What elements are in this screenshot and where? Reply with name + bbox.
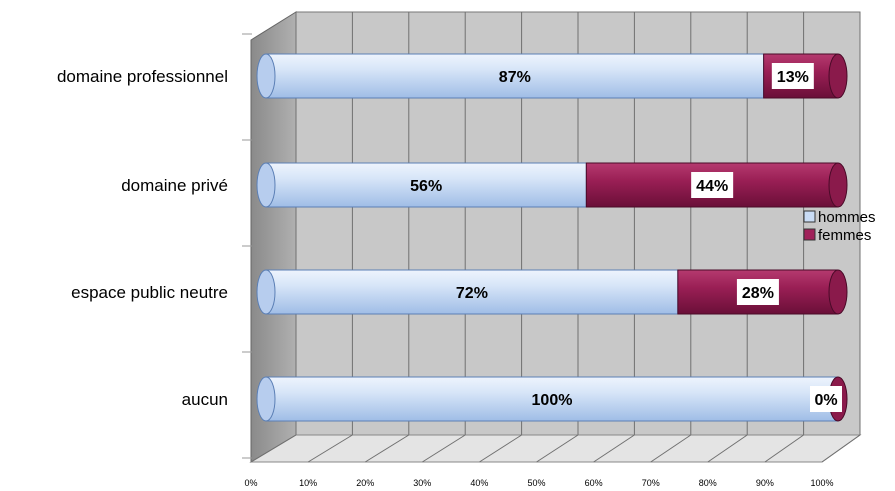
legend-swatch-femmes <box>803 228 816 241</box>
bar-segment-hommes <box>265 269 679 315</box>
bar-segment-hommes <box>265 376 839 422</box>
floor-gridline <box>593 434 635 463</box>
x-tick-label: 20% <box>356 478 374 488</box>
bar-segment-hommes <box>265 162 587 208</box>
data-label-hommes: 72% <box>456 285 488 302</box>
floor <box>249 434 862 463</box>
floor-gridline <box>536 434 579 463</box>
bar-end-cap <box>828 53 848 99</box>
category-label: domaine privé <box>121 176 228 195</box>
x-tick-label: 30% <box>413 478 431 488</box>
bar-end-cap <box>828 269 848 315</box>
x-tick-label: 70% <box>642 478 660 488</box>
floor-gridline <box>364 434 410 463</box>
data-label-box <box>771 63 814 89</box>
x-tick-label: 50% <box>527 478 545 488</box>
x-tick-label: 40% <box>470 478 488 488</box>
data-label-femmes: 0% <box>814 392 837 409</box>
data-label-box <box>810 386 842 412</box>
x-tick-label: 90% <box>756 478 774 488</box>
floor-gridline <box>821 434 861 463</box>
bar-segment-hommes <box>265 53 765 99</box>
x-tick-label: 0% <box>244 478 257 488</box>
category-label: espace public neutre <box>71 283 228 302</box>
bar-end-cap <box>828 162 848 208</box>
floor-gridline <box>764 434 804 463</box>
category-label: domaine professionnel <box>57 67 228 86</box>
data-label-hommes: 100% <box>532 392 573 409</box>
labels: 0% 10% 20% 30% 40% 50% 60% 70% 80% 90% 100% domaine… <box>57 63 842 488</box>
floor-gridline <box>650 434 692 463</box>
data-label-femmes: 13% <box>777 69 809 86</box>
bar-start-cap <box>256 53 276 99</box>
data-label-hommes: 87% <box>499 69 531 86</box>
bar-start-cap <box>256 162 276 208</box>
legend-label-hommes: hommes <box>818 209 876 226</box>
bar-start-cap <box>256 269 276 315</box>
floor-gridline <box>250 434 297 463</box>
floor-gridline <box>707 434 748 463</box>
floor-gridline <box>422 434 466 463</box>
data-label-femmes: 28% <box>742 285 774 302</box>
legend-label-femmes: femmes <box>818 227 871 244</box>
data-label-hommes: 56% <box>410 178 442 195</box>
x-tick-label: 80% <box>699 478 717 488</box>
bar-start-cap <box>256 376 276 422</box>
floor-gridline <box>479 434 522 463</box>
x-tick-label: 10% <box>299 478 317 488</box>
data-label-femmes: 44% <box>696 178 728 195</box>
legend-swatch-hommes <box>803 210 816 223</box>
data-label-box <box>691 172 734 198</box>
x-tick-label: 60% <box>585 478 603 488</box>
floor-gridline <box>307 434 353 463</box>
category-label: aucun <box>182 390 228 409</box>
x-tick-label: 100% <box>810 478 833 488</box>
data-label-box <box>736 279 779 305</box>
